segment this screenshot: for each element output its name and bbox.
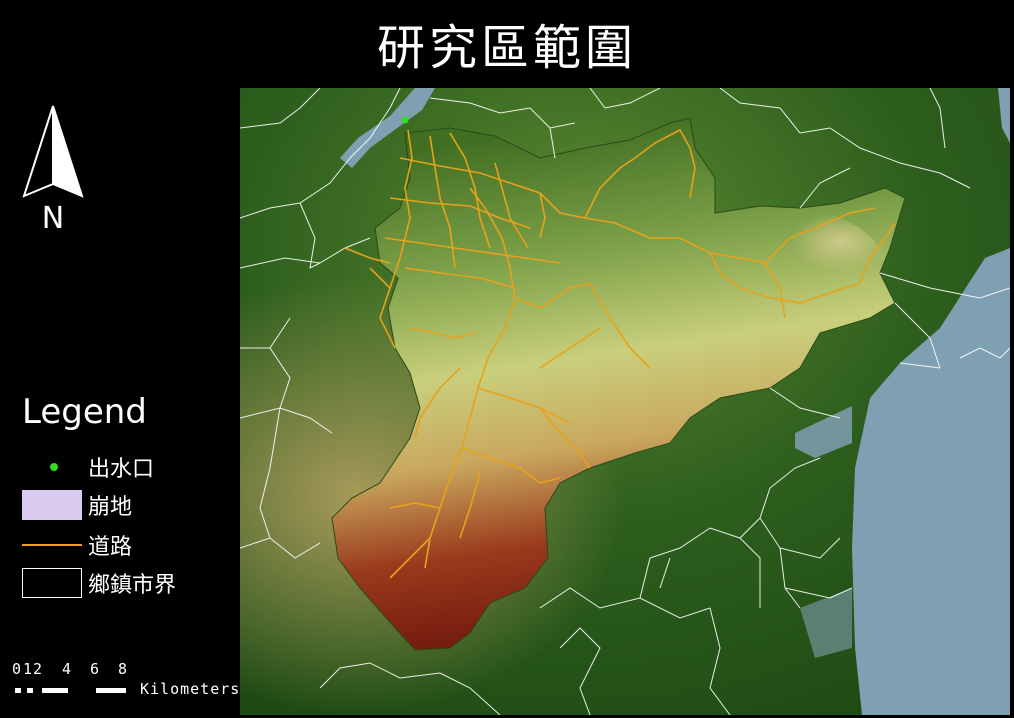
sea-area-north: [998, 88, 1010, 143]
scale-bar: 0 1 2 4 6 8 Kilometers: [12, 660, 239, 700]
coastal-wetland: [800, 588, 852, 658]
legend-label-landslide: 崩地: [88, 495, 133, 520]
map-title: 研究區範圍: [376, 20, 637, 76]
scale-tick-0: 0: [12, 660, 22, 678]
legend-label-outlet: 出水口: [88, 457, 155, 482]
legend-title: Legend: [22, 392, 147, 432]
map-canvas: [240, 88, 1010, 715]
scale-tick-4: 4: [62, 660, 72, 678]
north-label: N: [42, 201, 64, 234]
scale-tick-6: 6: [90, 660, 100, 678]
legend-label-township: 鄉鎮市界: [88, 573, 177, 598]
map-frame[interactable]: [240, 88, 1010, 715]
east-ridge-shading: [685, 208, 885, 328]
outlet-symbol: [22, 452, 82, 482]
legend-label-road: 道路: [88, 535, 133, 560]
legend-item-road: 道路: [22, 530, 132, 560]
landslide-symbol: [22, 490, 82, 520]
road-network: [344, 128, 896, 579]
township-boundaries: [240, 88, 1010, 715]
river-estuary: [340, 88, 435, 168]
township-boundary-symbol: [22, 568, 82, 598]
legend-item-township: 鄉鎮市界: [22, 568, 176, 598]
scale-bar-graphic: [15, 688, 126, 693]
scale-tick-2: 2: [33, 660, 43, 678]
road-symbol: [22, 530, 82, 560]
scale-unit: Kilometers: [140, 680, 241, 698]
north-arrow: N: [18, 104, 88, 236]
outlet-point[interactable]: [401, 116, 409, 124]
north-arrow-icon: N: [22, 105, 84, 236]
scale-tick-8: 8: [118, 660, 128, 678]
legend-item-outlet: 出水口: [22, 452, 154, 482]
legend-item-landslide: 崩地: [22, 490, 132, 520]
scale-tick-1: 1: [23, 660, 33, 678]
lagoon: [795, 406, 852, 458]
sea-area: [852, 248, 1010, 715]
